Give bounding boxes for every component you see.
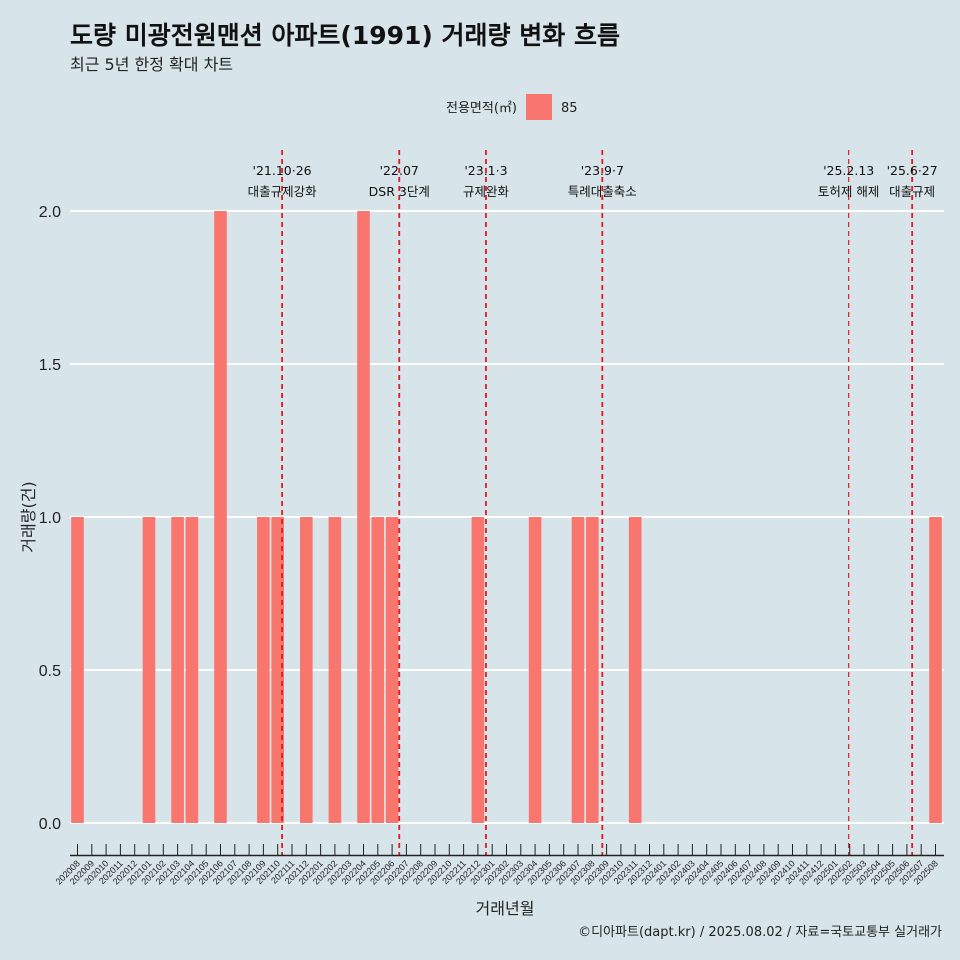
bars	[71, 211, 942, 823]
gridlines	[70, 210, 944, 824]
bar-202204	[357, 211, 370, 823]
event-desc-label: DSR 3단계	[369, 184, 430, 199]
event-date-label: '25.6·27	[887, 163, 938, 178]
bar-202212	[471, 517, 485, 823]
legend-swatch	[526, 94, 552, 120]
bar-202106	[214, 211, 227, 823]
event-desc-label: 대출규제강화	[248, 184, 318, 199]
bar-202307	[571, 517, 585, 823]
bar-202508	[929, 517, 942, 823]
chart-title: 도량 미광전원맨션 아파트(1991) 거래량 변화 흐름	[70, 21, 620, 50]
event-date-label: '23.1·3	[464, 163, 507, 178]
bar-202206	[385, 517, 399, 823]
bar-202103	[171, 517, 184, 823]
bar-202008	[71, 517, 84, 823]
bar-202112	[300, 517, 313, 823]
bar-202304	[528, 517, 542, 823]
bar-202311	[628, 517, 642, 823]
bar-202308	[586, 517, 599, 823]
event-date-label: '23.9·7	[581, 163, 624, 178]
bar-202202	[328, 517, 342, 823]
x-axis-title: 거래년월	[476, 899, 535, 918]
bar-202104	[185, 517, 199, 823]
chart-subtitle: 최근 5년 한정 확대 차트	[70, 55, 233, 74]
legend-title: 전용면적(㎡)	[446, 101, 517, 116]
legend-label: 85	[561, 101, 578, 116]
caption: ©디아파트(dapt.kr) / 2025.08.02 / 자료=국토교통부 실…	[578, 925, 942, 940]
y-tick-label: 2.0	[39, 204, 61, 221]
event-desc-label: 대출규제	[889, 184, 935, 199]
legend: 전용면적(㎡) 85	[446, 94, 578, 120]
event-lines: '21.10·26 대출규제강화 '22.07 DSR 3단계 '23.1·3 규제완화 '…	[248, 150, 938, 856]
x-axis: 2020082020092020102020112020122021012021…	[54, 844, 944, 887]
y-tick-label: 0.5	[39, 663, 61, 680]
bar-202205	[371, 517, 385, 823]
event-desc-label: 규제완화	[463, 184, 510, 199]
y-tick-label: 1.5	[39, 357, 61, 374]
event-date-label: '25.2.13	[823, 163, 874, 178]
y-tick-label: 0.0	[39, 816, 61, 833]
event-date-label: '22.07	[380, 163, 419, 178]
y-axis-ticks: 0.0 0.5 1.0 1.5 2.0	[39, 204, 61, 833]
y-axis-title: 거래량(건)	[19, 481, 38, 552]
bar-202101	[142, 517, 156, 823]
event-desc-label: 토허제 해제	[818, 184, 879, 199]
bar-202110	[271, 517, 284, 823]
event-desc-label: 특례대출축소	[568, 184, 637, 199]
bar-202109	[257, 517, 270, 823]
y-tick-label: 1.0	[39, 510, 61, 527]
event-date-label: '21.10·26	[253, 163, 312, 178]
